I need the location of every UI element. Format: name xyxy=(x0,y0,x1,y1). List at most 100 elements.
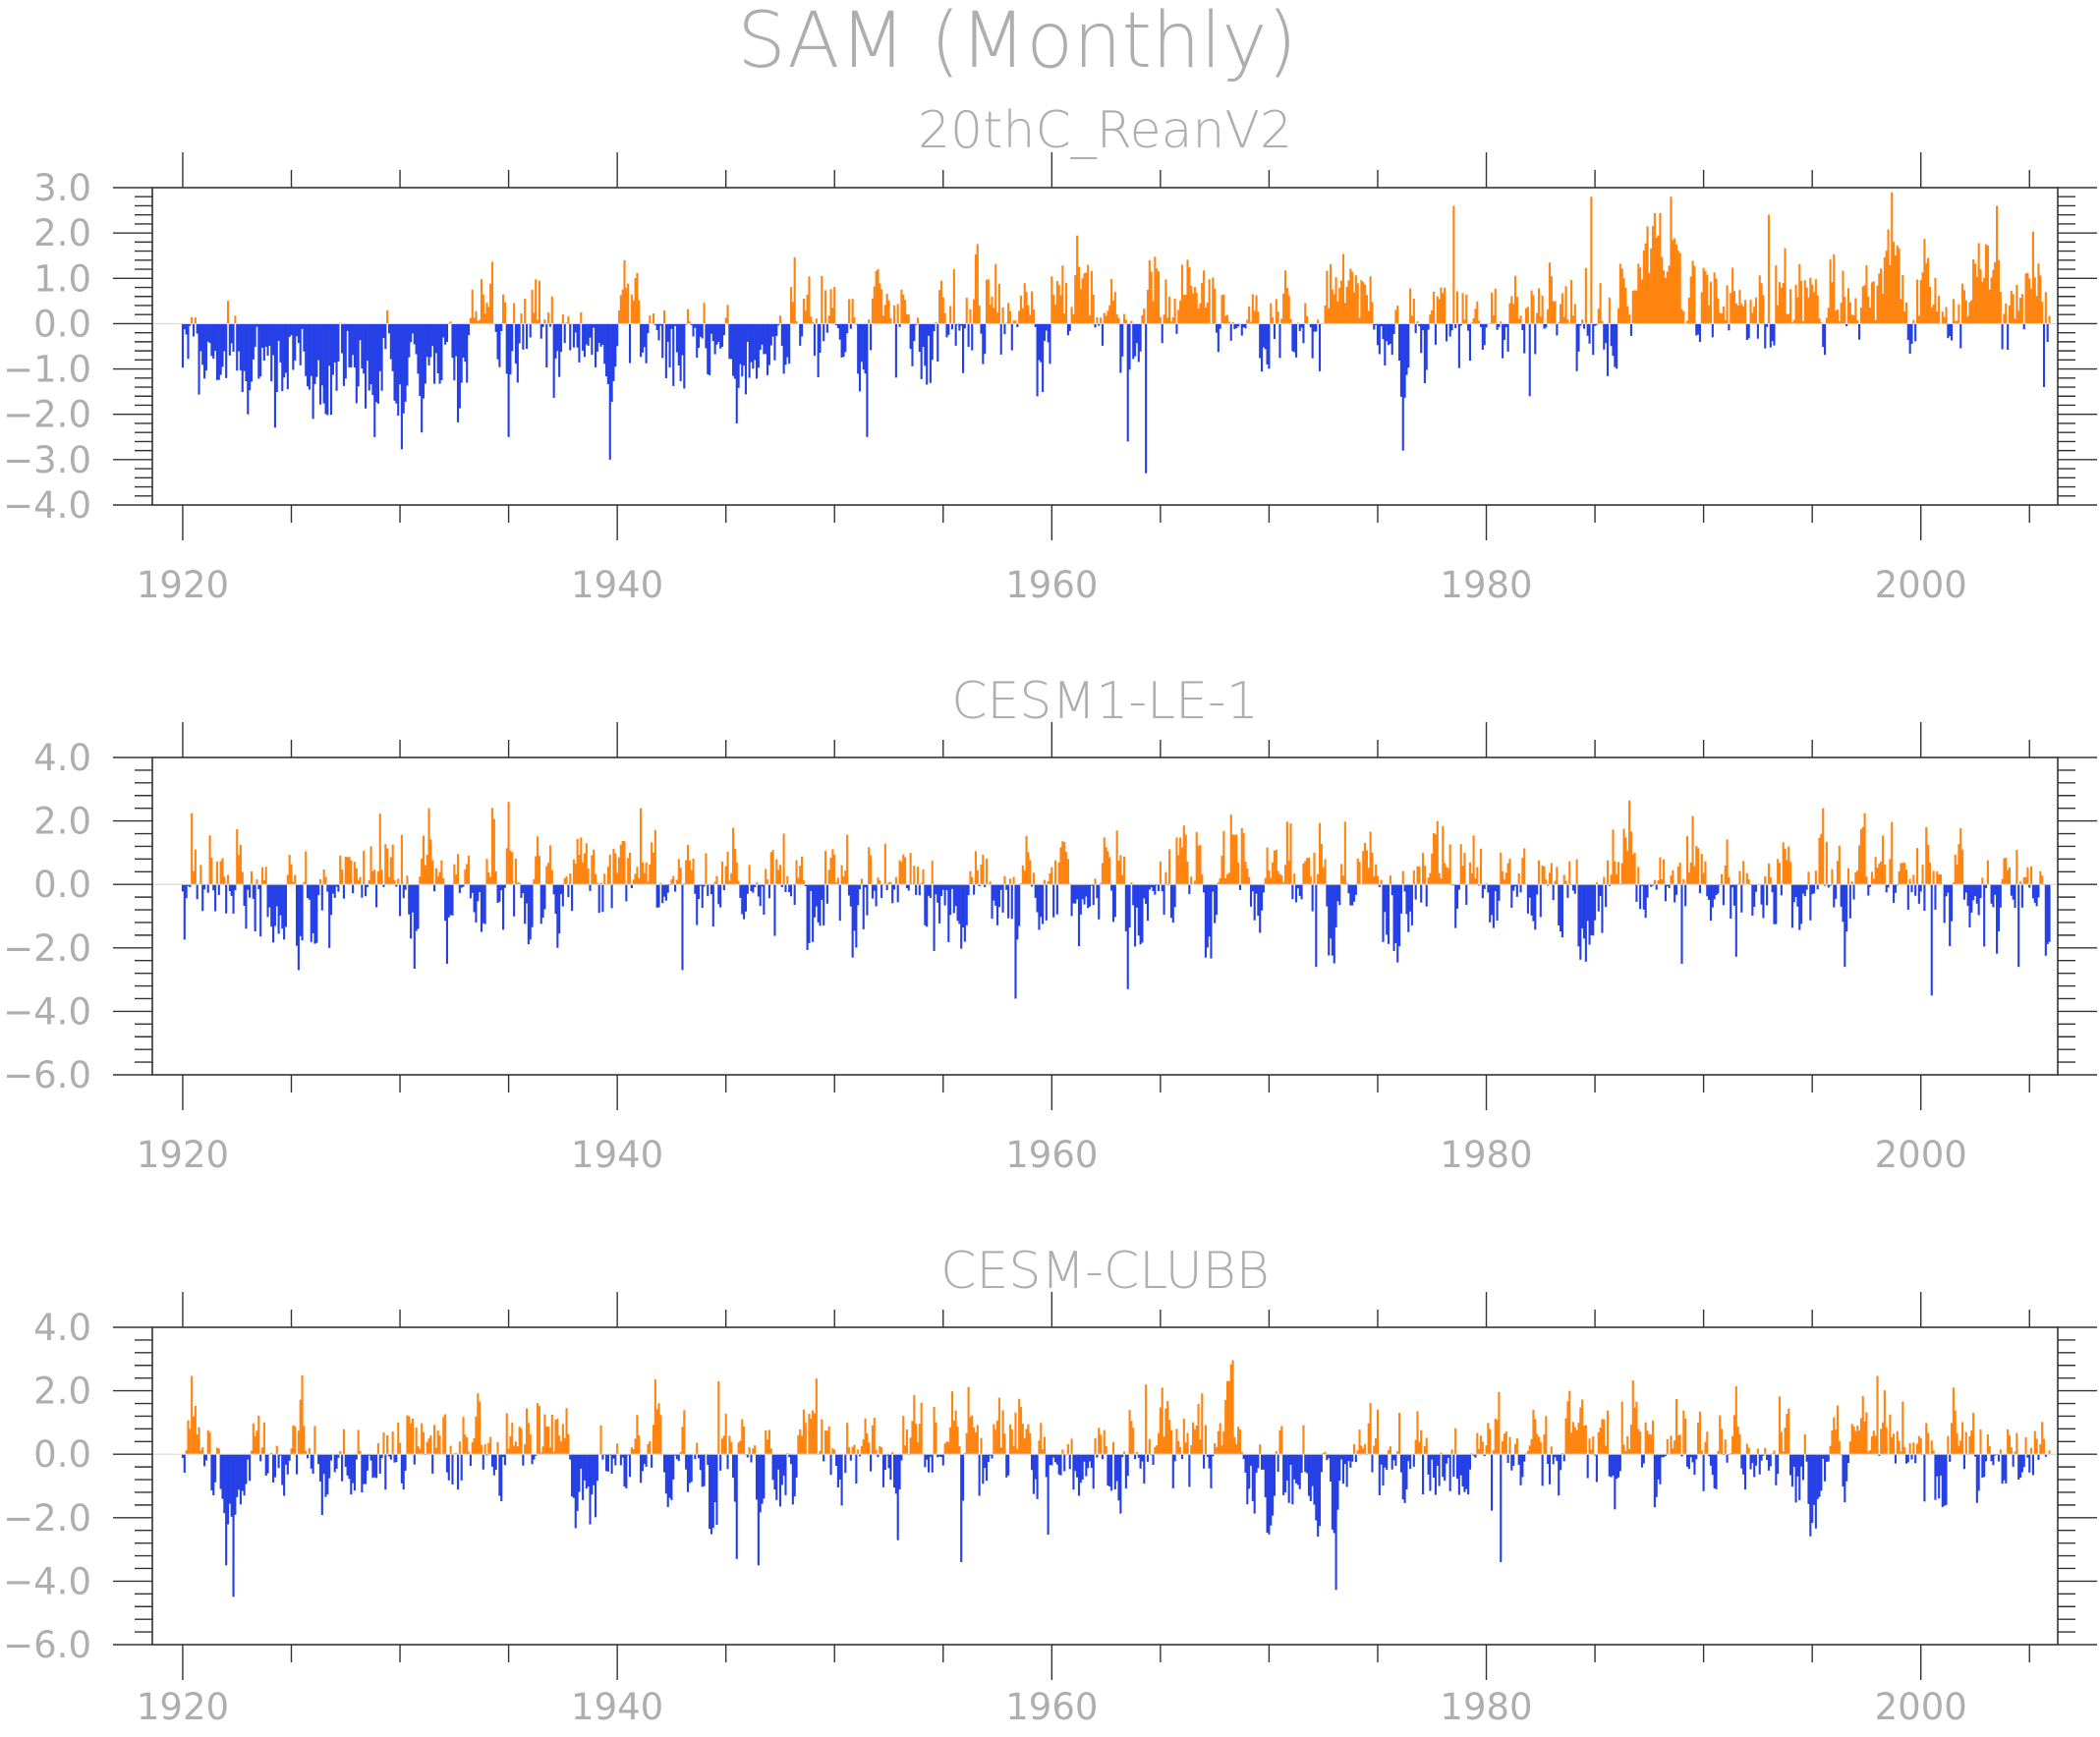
y-tick-label: −6.0 xyxy=(3,1624,91,1666)
data-bar xyxy=(1126,884,1129,989)
data-bar xyxy=(1438,1454,1441,1486)
data-bar xyxy=(737,1442,740,1455)
data-bar xyxy=(993,1424,995,1455)
data-bar xyxy=(1754,884,1758,892)
data-bar xyxy=(754,323,757,361)
data-bar xyxy=(357,879,360,885)
data-bar xyxy=(239,323,242,370)
data-bar xyxy=(1177,1440,1180,1455)
data-bar xyxy=(398,1442,402,1455)
data-bar xyxy=(1101,323,1104,346)
data-bar xyxy=(337,884,340,892)
data-bar xyxy=(641,1454,644,1472)
data-bar xyxy=(619,844,622,885)
data-bar xyxy=(1831,868,1834,885)
data-bar xyxy=(652,852,655,885)
data-bar xyxy=(496,1441,499,1455)
data-bar xyxy=(368,323,370,391)
data-bar xyxy=(1972,884,1975,901)
data-bar xyxy=(438,323,441,384)
data-bar xyxy=(1523,1454,1526,1462)
y-tick-label: 2.0 xyxy=(33,1371,91,1413)
data-bar xyxy=(1367,310,1370,324)
data-bar xyxy=(270,884,273,927)
data-bar xyxy=(272,323,275,356)
data-bar xyxy=(1420,884,1423,903)
data-bar xyxy=(578,323,581,363)
data-bar xyxy=(1582,323,1586,329)
data-bar xyxy=(262,879,265,885)
data-bar xyxy=(1732,884,1735,906)
data-bar xyxy=(1103,312,1106,324)
data-bar xyxy=(273,884,276,926)
data-bar xyxy=(1539,884,1542,918)
data-bar xyxy=(664,884,667,901)
data-bar xyxy=(1845,1454,1848,1482)
data-bar xyxy=(1090,884,1093,886)
data-bar xyxy=(217,323,220,380)
data-bar xyxy=(480,279,483,324)
data-bar xyxy=(1556,323,1559,336)
data-bar xyxy=(1409,288,1412,324)
data-bar xyxy=(1586,323,1589,336)
data-bar xyxy=(1461,293,1464,324)
data-bar xyxy=(767,884,770,899)
data-bar xyxy=(1792,319,1795,324)
data-bar xyxy=(715,1454,718,1526)
data-bar xyxy=(875,270,878,324)
data-bar xyxy=(1115,1454,1118,1482)
data-bar xyxy=(1429,1454,1432,1491)
data-bar xyxy=(1722,884,1725,906)
data-bar xyxy=(295,1454,299,1475)
data-bar xyxy=(662,884,666,897)
data-bar xyxy=(634,873,637,885)
data-bar xyxy=(1141,884,1144,943)
data-bar xyxy=(1554,301,1557,324)
data-bar xyxy=(840,1454,843,1506)
data-bar xyxy=(2030,288,2033,324)
data-bar xyxy=(1713,1454,1716,1488)
data-bar xyxy=(1077,1454,1081,1496)
data-bar xyxy=(728,1435,731,1455)
data-bar xyxy=(1631,290,1634,324)
y-tick-label: −4.0 xyxy=(3,1560,91,1602)
data-bar xyxy=(196,884,199,900)
data-bar xyxy=(960,323,963,326)
data-bar xyxy=(1558,1454,1561,1496)
data-bar xyxy=(802,298,805,324)
data-bar xyxy=(954,884,957,907)
data-bar xyxy=(1328,308,1331,324)
data-bar xyxy=(1376,1409,1380,1455)
data-bar xyxy=(827,1426,830,1455)
data-bar xyxy=(709,1454,713,1535)
data-bar xyxy=(1485,882,1488,885)
data-bar xyxy=(1492,884,1495,928)
data-bar xyxy=(1001,307,1004,324)
data-bar xyxy=(1506,863,1509,885)
data-bar xyxy=(537,1403,539,1455)
data-bar xyxy=(1959,828,1962,885)
data-bar xyxy=(1992,269,1995,324)
data-bar xyxy=(1672,240,1674,324)
data-bar xyxy=(672,323,675,386)
data-bar xyxy=(950,1391,954,1455)
data-bar xyxy=(317,323,320,361)
data-bar xyxy=(900,862,903,885)
data-bar xyxy=(1822,1454,1825,1459)
data-bar xyxy=(793,884,796,906)
data-bar xyxy=(1003,323,1006,335)
data-bar xyxy=(194,849,197,885)
data-bar xyxy=(284,323,288,373)
data-bar xyxy=(1816,884,1819,890)
data-bar xyxy=(1848,884,1851,919)
data-bar xyxy=(1380,323,1383,327)
data-bar xyxy=(1881,1422,1885,1455)
data-bar xyxy=(1581,319,1584,324)
data-bar xyxy=(1168,849,1171,885)
data-bar xyxy=(464,1434,467,1455)
data-bar xyxy=(989,1454,992,1456)
data-bar xyxy=(1539,1441,1542,1455)
data-bar xyxy=(1502,870,1504,885)
data-bar xyxy=(561,884,564,907)
data-bar xyxy=(640,323,643,358)
